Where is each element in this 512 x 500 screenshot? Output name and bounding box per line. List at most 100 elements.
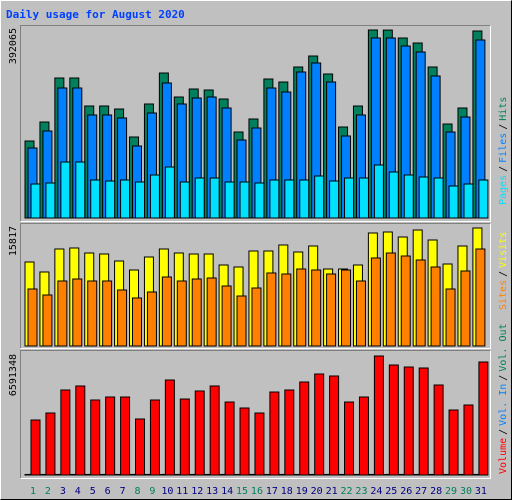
bar	[45, 412, 56, 476]
panel-edge-light	[20, 25, 491, 222]
bar	[385, 252, 396, 347]
bar	[448, 185, 459, 219]
bar	[358, 177, 369, 219]
legend: Volume / Vol. In / Vol. Out	[498, 323, 509, 474]
x-tick-label: 22	[341, 486, 353, 497]
bar	[433, 177, 444, 219]
bar	[161, 276, 172, 347]
x-tick-label: 20	[311, 486, 323, 497]
bar	[132, 297, 143, 347]
x-tick-label: 14	[221, 486, 233, 497]
bar	[463, 183, 474, 219]
x-tick-label: 31	[475, 486, 487, 497]
bar	[326, 273, 337, 347]
x-tick-label: 27	[415, 486, 427, 497]
x-tick-label: 19	[296, 486, 308, 497]
bar	[30, 419, 41, 476]
x-tick-label: 18	[281, 486, 293, 497]
x-tick-label: 17	[266, 486, 278, 497]
bar	[224, 401, 235, 476]
bar	[418, 176, 429, 219]
x-tick-label: 8	[134, 486, 140, 497]
bar	[344, 401, 355, 476]
bar	[87, 280, 98, 347]
bar	[117, 289, 128, 347]
x-tick-label: 12	[191, 486, 203, 497]
x-tick-label: 24	[370, 486, 382, 497]
bar	[251, 287, 262, 347]
bar	[269, 179, 280, 219]
x-tick-label: 6	[105, 486, 111, 497]
x-tick-label: 5	[90, 486, 96, 497]
bar	[102, 280, 113, 347]
bar	[281, 273, 292, 347]
bar	[57, 280, 68, 347]
bar	[266, 272, 277, 347]
bar	[27, 288, 38, 347]
bar	[296, 268, 307, 347]
legend-separator: /	[498, 124, 509, 130]
legend: Pages / Files / Hits	[498, 97, 509, 205]
x-tick-label: 23	[355, 486, 367, 497]
y-tick-label: 15817	[8, 226, 19, 256]
panel-edge-dark	[20, 223, 491, 349]
x-tick-label: 29	[445, 486, 457, 497]
bar	[448, 409, 459, 476]
bar	[60, 161, 71, 219]
bar	[329, 375, 340, 476]
x-tick-label: 28	[430, 486, 442, 497]
bar	[239, 181, 250, 219]
x-tick-label: 7	[120, 486, 126, 497]
bar	[120, 396, 131, 476]
bar	[299, 381, 310, 476]
bar	[433, 384, 444, 476]
bar	[475, 248, 486, 347]
bar	[373, 164, 384, 219]
x-tick-label: 13	[206, 486, 218, 497]
bar	[164, 379, 175, 476]
bar	[75, 385, 86, 476]
bar	[478, 361, 489, 476]
bar	[236, 295, 247, 347]
bar	[460, 270, 471, 347]
x-tick-label: 9	[149, 486, 155, 497]
bar	[42, 294, 53, 347]
bar	[194, 390, 205, 476]
bar	[149, 399, 160, 476]
bar	[314, 175, 325, 219]
x-tick-label: 11	[176, 486, 188, 497]
bar	[403, 366, 414, 476]
panel-edge-light	[20, 223, 491, 349]
legend-entry: Volume	[498, 438, 509, 474]
legend-entry: Vol. Out	[498, 323, 509, 371]
bar	[146, 291, 157, 347]
bar	[30, 183, 41, 219]
bar	[311, 269, 322, 347]
bar	[418, 367, 429, 476]
bar	[164, 166, 175, 219]
bar	[206, 277, 217, 347]
bar	[400, 255, 411, 347]
bar	[269, 391, 280, 476]
x-tick-label: 1	[30, 486, 36, 497]
bar	[135, 181, 146, 219]
bar	[329, 180, 340, 219]
bar	[445, 288, 456, 347]
y-tick-label: 6591348	[8, 354, 19, 396]
legend-entry: Vol. In	[498, 384, 509, 426]
x-tick-label: 21	[326, 486, 338, 497]
legend-entry: Files	[498, 133, 509, 163]
bar	[194, 177, 205, 219]
bar	[284, 179, 295, 219]
bar	[105, 396, 116, 476]
legend: Sites / Visits	[498, 232, 509, 310]
bar	[355, 280, 366, 347]
legend-entry: Hits	[498, 97, 509, 121]
bar	[239, 407, 250, 476]
bar	[149, 174, 160, 219]
bar	[75, 161, 86, 219]
panel-edge-dark	[20, 350, 491, 479]
bar	[403, 174, 414, 219]
bar	[209, 177, 220, 219]
